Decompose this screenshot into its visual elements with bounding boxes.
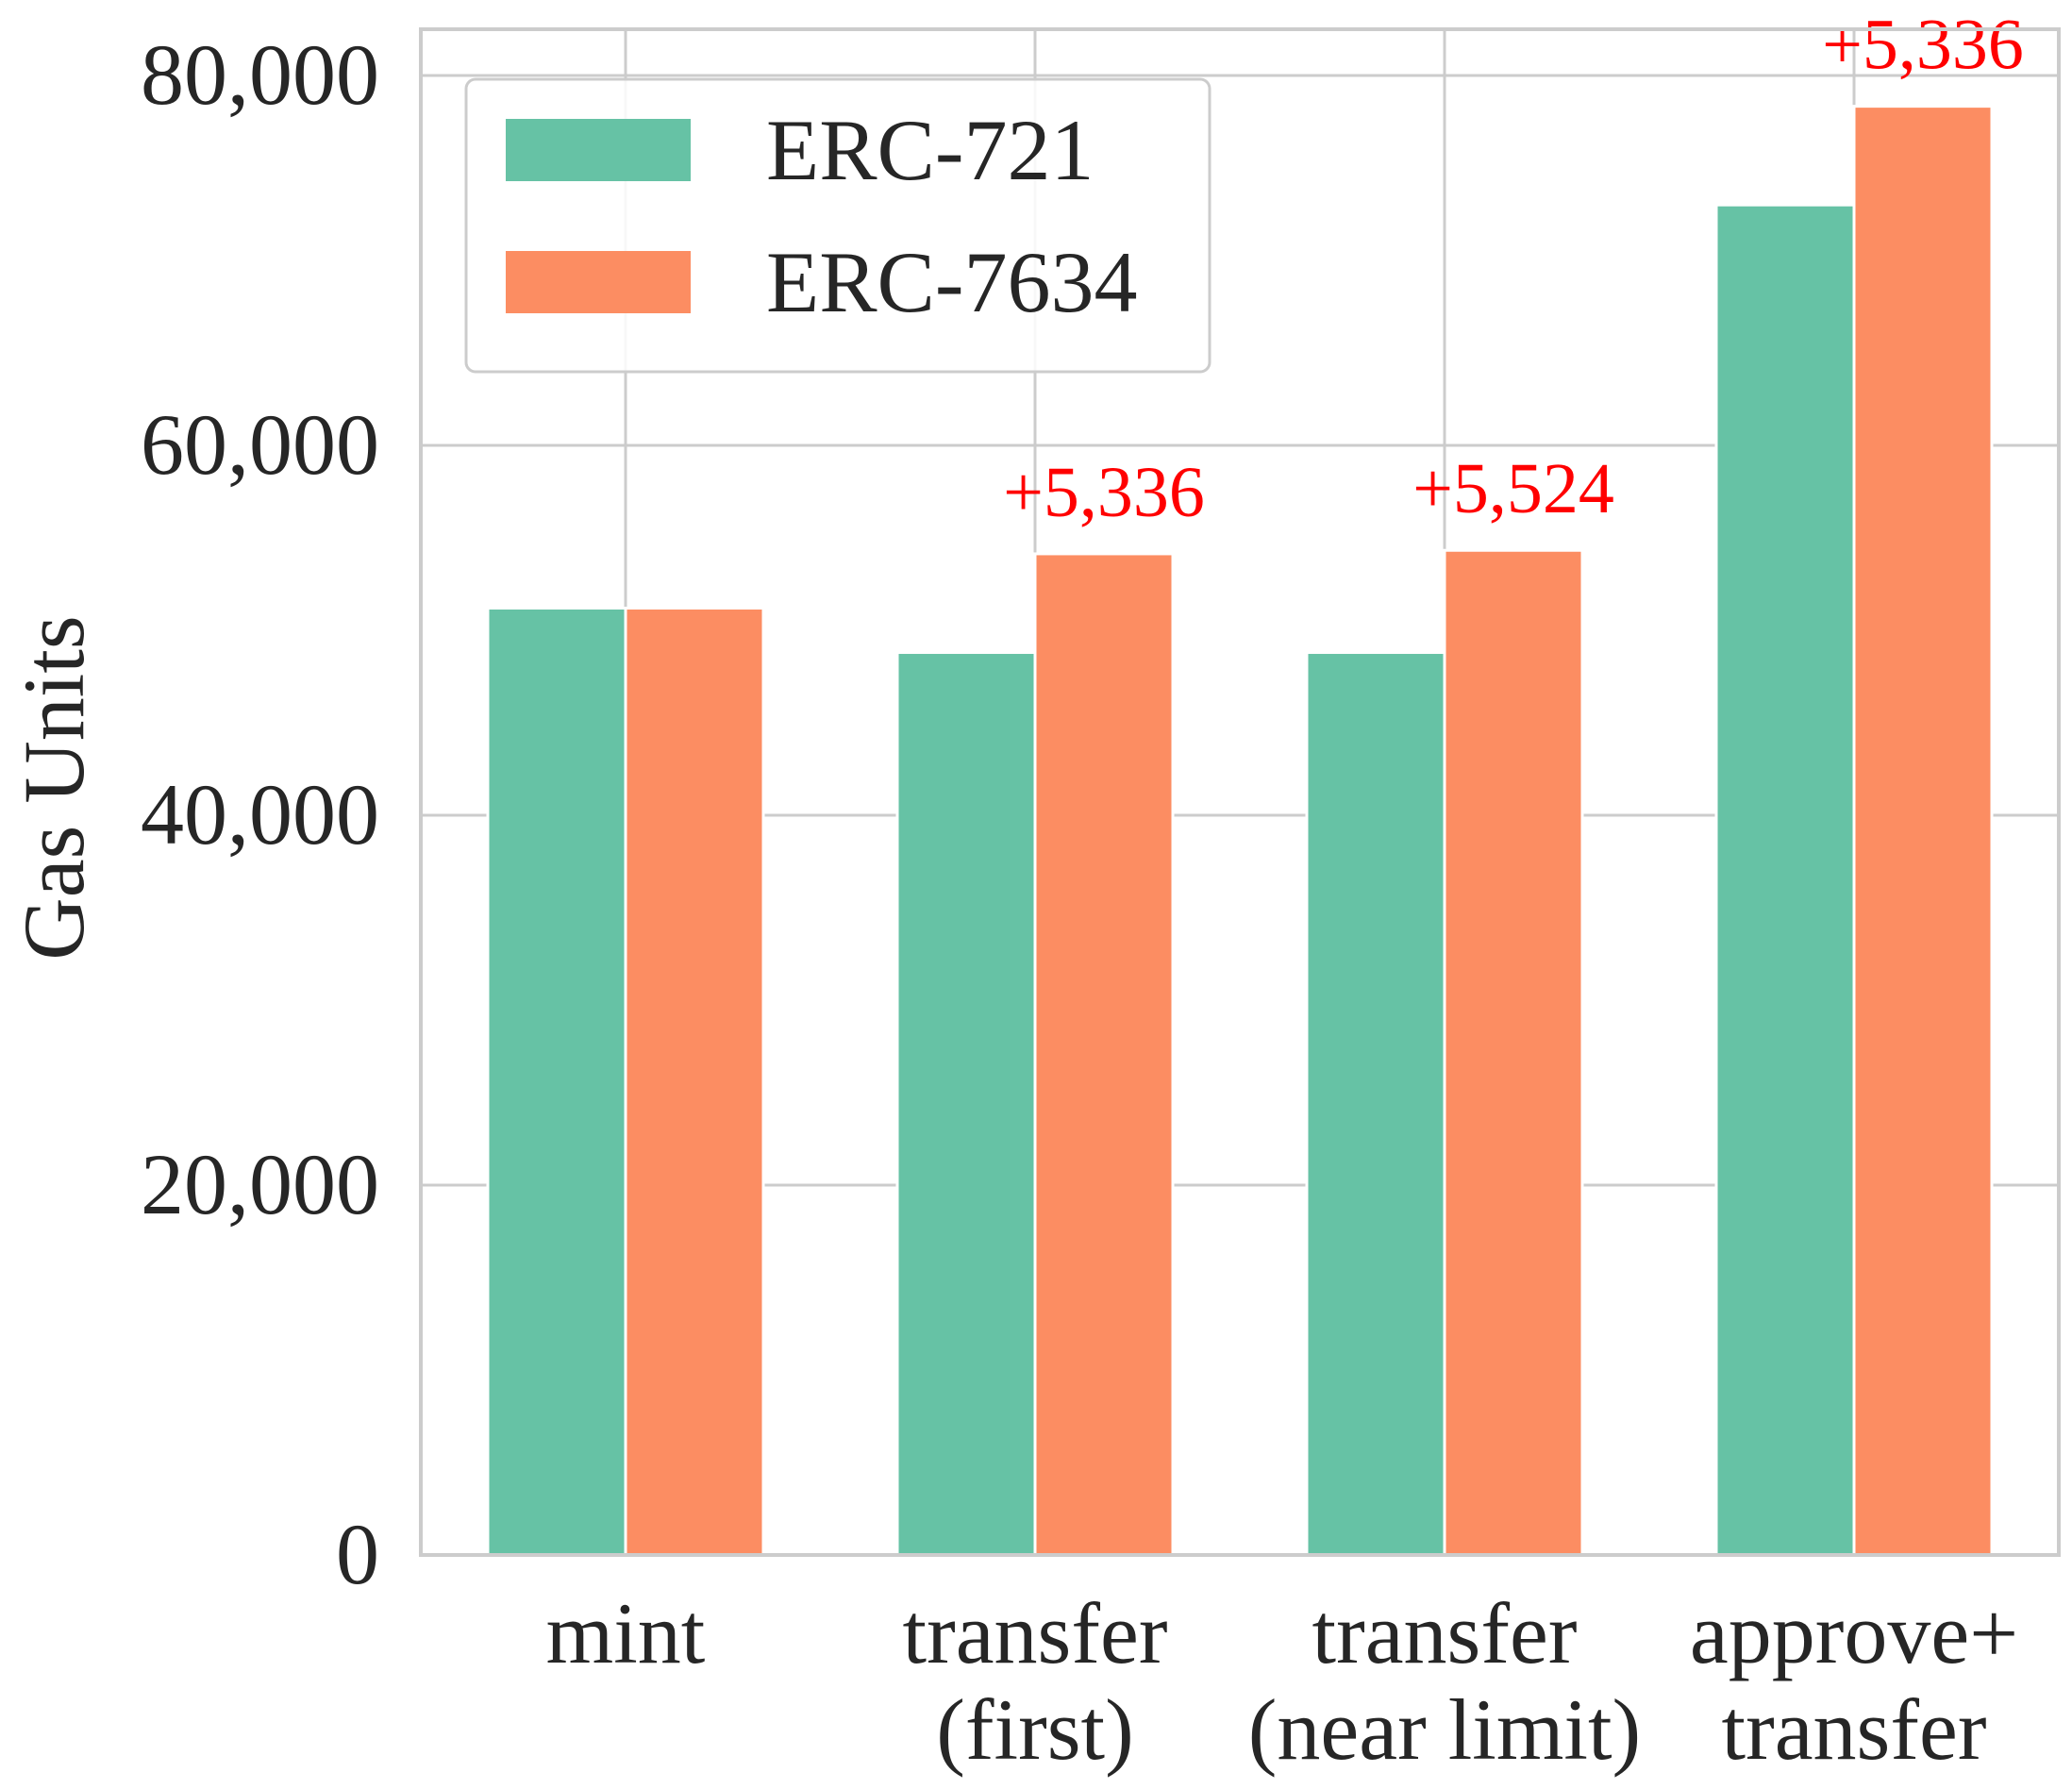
bars (486, 105, 1994, 1557)
bar-erc-7634-0 (624, 606, 765, 1557)
x-tick-label: transfer (1312, 1585, 1578, 1681)
delta-annotation: +5,336 (1003, 453, 1205, 532)
delta-annotations: +5,336 +5,524 +5,336 (1003, 6, 2024, 532)
bar-erc-7634-3 (1852, 105, 1994, 1557)
x-tick-label: transfer (903, 1585, 1168, 1681)
delta-annotation: +5,524 (1412, 449, 1614, 528)
legend-swatch (506, 119, 691, 181)
x-tick-label: mint (546, 1585, 706, 1681)
x-tick-labels: mint transfer(first)transfer(near limit)a… (546, 1585, 2018, 1778)
plot-frame (419, 27, 2061, 1557)
y-tick-labels: 0 20,000 40,000 60,000 80,000 (141, 26, 379, 1602)
bar-erc-721-1 (895, 651, 1037, 1557)
y-tick-label: 60,000 (141, 396, 379, 493)
x-tick-label: (first) (936, 1681, 1133, 1778)
legend-label: ERC-7634 (766, 234, 1138, 330)
x-tick-label: transfer (1722, 1681, 1987, 1778)
y-tick-label: 0 (336, 1506, 379, 1602)
legend-label: ERC-721 (766, 102, 1094, 198)
bar-erc-721-3 (1714, 203, 1856, 1557)
y-tick-label: 20,000 (141, 1136, 379, 1232)
y-tick-label: 80,000 (141, 26, 379, 123)
x-tick-label: (near limit) (1248, 1681, 1641, 1778)
bar-erc-7634-2 (1443, 548, 1584, 1557)
bar-erc-7634-1 (1033, 552, 1175, 1557)
plot-spines (419, 27, 2061, 1557)
legend-swatch (506, 251, 691, 313)
y-axis-title: Gas Units (6, 615, 102, 960)
bar-erc-721-2 (1305, 651, 1446, 1557)
y-tick-label: 40,000 (141, 766, 379, 862)
x-tick-label: approve+ (1690, 1585, 2018, 1681)
delta-annotation: +5,336 (1822, 6, 2024, 85)
bar-erc-721-0 (486, 606, 627, 1557)
legend: ERC-721 ERC-7634 (464, 77, 1211, 374)
